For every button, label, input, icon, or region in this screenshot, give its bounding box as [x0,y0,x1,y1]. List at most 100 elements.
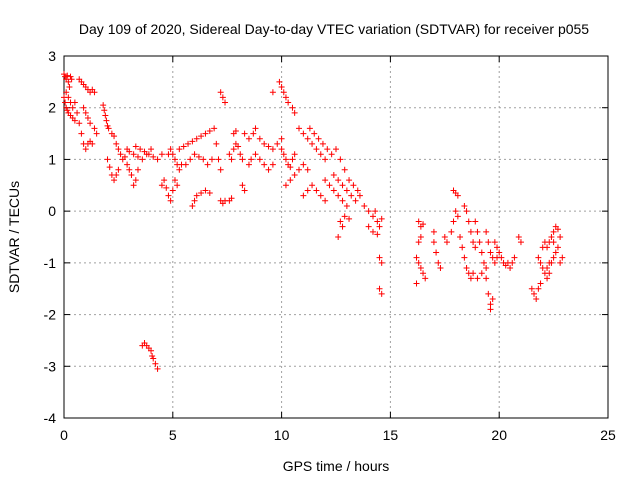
data-point-marker [115,146,122,153]
data-point-marker [189,138,196,145]
data-point-marker [102,112,109,119]
x-axis-label: GPS time / hours [283,458,390,474]
data-point-marker [317,151,324,158]
data-point-marker [139,156,146,163]
data-point-marker [378,290,385,297]
data-point-marker [265,143,272,150]
data-point-marker [376,223,383,230]
data-point-marker [239,156,246,163]
data-point-marker [245,135,252,142]
data-point-marker [105,125,112,132]
data-point-marker [187,156,194,163]
data-point-marker [64,72,71,79]
data-point-marker [71,99,78,106]
data-point-marker [289,104,296,111]
data-point-marker [463,265,470,272]
y-tick-label: -3 [44,358,57,374]
data-point-marker [467,275,474,282]
data-point-marker [339,182,346,189]
data-point-marker [278,84,285,91]
data-point-marker [300,161,307,168]
data-point-marker [285,99,292,106]
data-point-marker [121,153,128,160]
data-point-marker [189,202,196,209]
data-point-marker [280,89,287,96]
data-point-marker [483,275,490,282]
data-point-marker [148,146,155,153]
data-point-marker [324,146,331,153]
data-point-marker [100,102,107,109]
data-point-marker [180,143,187,150]
data-point-marker [124,161,131,168]
data-point-marker [322,156,329,163]
data-point-marker [335,192,342,199]
data-point-marker [343,187,350,194]
data-point-marker [491,259,498,266]
y-tick-label: -4 [44,410,57,426]
data-point-marker [191,197,198,204]
data-point-marker [487,306,494,313]
data-point-marker [315,135,322,142]
data-point-marker [311,130,318,137]
data-point-marker [544,275,551,282]
data-point-marker [474,275,481,282]
y-tick-label: 3 [48,48,56,64]
data-point-marker [117,151,124,158]
data-point-marker [274,140,281,147]
data-point-marker [128,171,135,178]
data-point-marker [326,182,333,189]
data-point-marker [483,265,490,272]
data-point-marker [365,223,372,230]
data-point-marker [276,78,283,85]
data-point-marker [413,280,420,287]
data-point-marker [337,156,344,163]
data-point-marker [278,135,285,142]
data-point-marker [62,99,69,106]
data-point-marker [111,177,118,184]
data-point-marker [470,270,477,277]
data-point-marker [282,156,289,163]
data-point-marker [174,182,181,189]
data-point-marker [222,99,229,106]
data-point-marker [487,249,494,256]
data-point-marker [430,228,437,235]
data-point-marker [433,249,440,256]
data-point-marker [478,249,485,256]
data-point-marker [472,244,479,251]
data-point-marker [413,254,420,261]
data-point-marker [498,254,505,261]
data-point-marker [341,213,348,220]
data-point-marker [337,218,344,225]
data-point-marker [71,117,78,124]
data-point-marker [137,146,144,153]
data-point-marker [152,360,159,367]
data-point-marker [443,239,450,246]
data-point-marker [374,231,381,238]
data-point-marker [141,148,148,155]
data-point-marker [296,125,303,132]
data-point-marker [134,153,141,160]
data-point-marker [552,249,559,256]
plot-area-frame [63,55,609,419]
data-point-marker [417,234,424,240]
data-point-marker [517,239,524,246]
data-point-marker [343,202,350,209]
data-point-marker [154,156,161,163]
data-point-marker [256,156,263,163]
data-point-marker [465,218,472,225]
data-point-marker [106,164,113,171]
data-point-marker [417,265,424,272]
data-point-marker [507,265,514,272]
data-point-marker [291,109,298,116]
data-point-marker [198,133,205,140]
data-point-marker [322,177,329,184]
data-point-marker [557,259,564,266]
data-point-marker [149,352,156,359]
data-point-marker [130,182,137,189]
data-point-marker [415,259,422,266]
data-point-marker [346,215,353,222]
data-point-marker [422,275,429,282]
y-tick-label: -2 [44,307,57,323]
data-point-marker [158,151,165,158]
data-point-marker [369,228,376,235]
